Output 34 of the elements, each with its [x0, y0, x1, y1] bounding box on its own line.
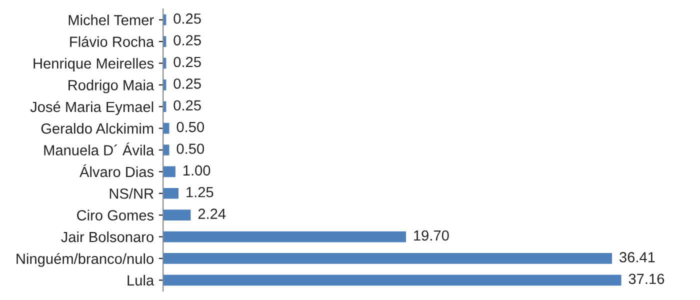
data-label: 1.25 [186, 186, 214, 198]
y-tick-label: Ciro Gomes [77, 210, 154, 221]
y-tick-label: Flávio Rocha [70, 36, 154, 47]
bar [163, 274, 622, 286]
y-tick-label: José Maria Eymael [30, 101, 154, 116]
y-tick-label: Álvaro Dias [80, 164, 154, 178]
bar [163, 144, 170, 156]
data-label: 0.25 [174, 13, 201, 24]
data-label: 36.41 [620, 252, 655, 262]
data-label: 2.24 [198, 208, 226, 219]
y-tick-label: Jair Bolsonaro [61, 231, 154, 242]
data-label: 0.25 [174, 78, 201, 89]
y-tick-label: Rodrigo Maia [68, 80, 154, 94]
y-tick-label: Manuela D´ Ávila [44, 142, 154, 156]
y-tick-label: Geraldo Alckimim [41, 123, 154, 134]
y-tick-label: Ninguém/branco/nulo [16, 253, 154, 267]
data-label: 0.25 [174, 35, 201, 46]
data-label: 19.70 [414, 230, 449, 241]
data-label: 37.16 [628, 274, 664, 284]
y-tick-label: Michel Temer [68, 14, 154, 26]
data-label: 0.50 [176, 144, 204, 154]
bar [163, 210, 191, 220]
data-label: 0.25 [174, 100, 201, 111]
data-label: 0.50 [176, 122, 204, 132]
bar [163, 188, 179, 199]
data-label: 1.00 [183, 165, 210, 176]
y-tick-label: Henrique Meirelles [34, 58, 154, 72]
bar [163, 166, 176, 178]
y-tick-label: NS/NR [110, 188, 154, 199]
data-label: 0.25 [174, 56, 201, 68]
bar [163, 231, 406, 242]
bar [163, 122, 170, 134]
bar [163, 253, 612, 264]
y-tick-label: Lula [128, 274, 154, 286]
